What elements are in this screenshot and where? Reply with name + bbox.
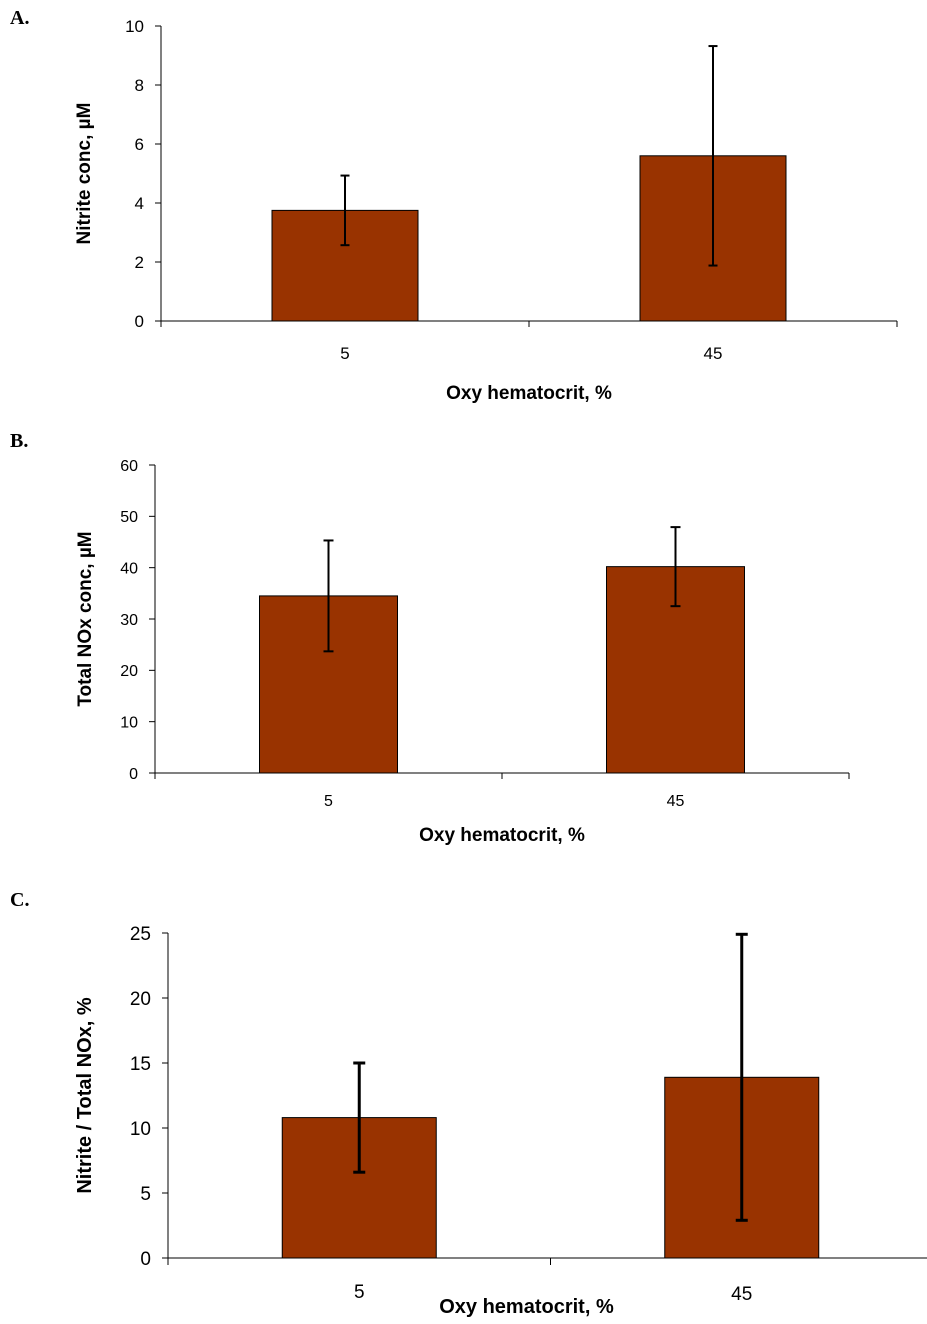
y-tick-label: 10	[130, 1119, 151, 1140]
y-tick-label: 0	[140, 1249, 151, 1270]
y-tick-label: 6	[135, 135, 144, 154]
x-tick-label: 45	[731, 1284, 752, 1305]
y-tick-label: 60	[120, 458, 138, 475]
y-tick-label: 0	[129, 766, 138, 783]
y-axis-title: Nitrite conc, µM	[74, 103, 95, 245]
y-tick-label: 25	[130, 924, 151, 945]
y-tick-label: 40	[120, 560, 138, 577]
x-axis-title: Oxy hematocrit, %	[446, 383, 612, 404]
panel-label: B.	[10, 430, 28, 452]
y-tick-label: 20	[120, 663, 138, 680]
x-tick-label: 5	[324, 793, 333, 810]
y-tick-label: 20	[130, 989, 151, 1010]
y-tick-label: 2	[135, 253, 144, 272]
y-tick-label: 8	[135, 76, 144, 95]
panel-a: A. 0 2 4 6 8 10 5 45 Oxy hematocrit, % Nitrite con…	[10, 7, 898, 404]
x-tick-label: 45	[667, 793, 685, 810]
y-axis-title: Total NOx conc, µM	[75, 531, 96, 706]
x-tick-label: 5	[340, 344, 349, 363]
y-tick-label: 50	[120, 509, 138, 526]
y-tick-label: 10	[125, 17, 144, 36]
y-tick-label: 15	[130, 1054, 151, 1075]
y-tick-label: 5	[140, 1184, 151, 1205]
x-axis-title: Oxy hematocrit, %	[439, 1296, 614, 1318]
panel-label: A.	[10, 7, 29, 29]
y-tick-label: 0	[135, 312, 144, 331]
x-tick-label: 5	[354, 1282, 365, 1303]
panel-b: B. 0 10 20 30 40 50 60 5 45 Oxy hematocrit, % Total…	[10, 430, 850, 846]
panel-c: C. 0 5 10 15 20 25 5 45 Oxy hematocrit, % Nitrite …	[10, 889, 927, 1318]
y-tick-label: 30	[120, 612, 138, 629]
y-tick-label: 10	[120, 714, 138, 731]
y-tick-label: 4	[135, 194, 144, 213]
panel-label: C.	[10, 889, 29, 911]
x-tick-label: 45	[704, 344, 723, 363]
y-axis-title: Nitrite / Total NOx, %	[74, 997, 96, 1194]
x-axis-title: Oxy hematocrit, %	[419, 825, 585, 846]
